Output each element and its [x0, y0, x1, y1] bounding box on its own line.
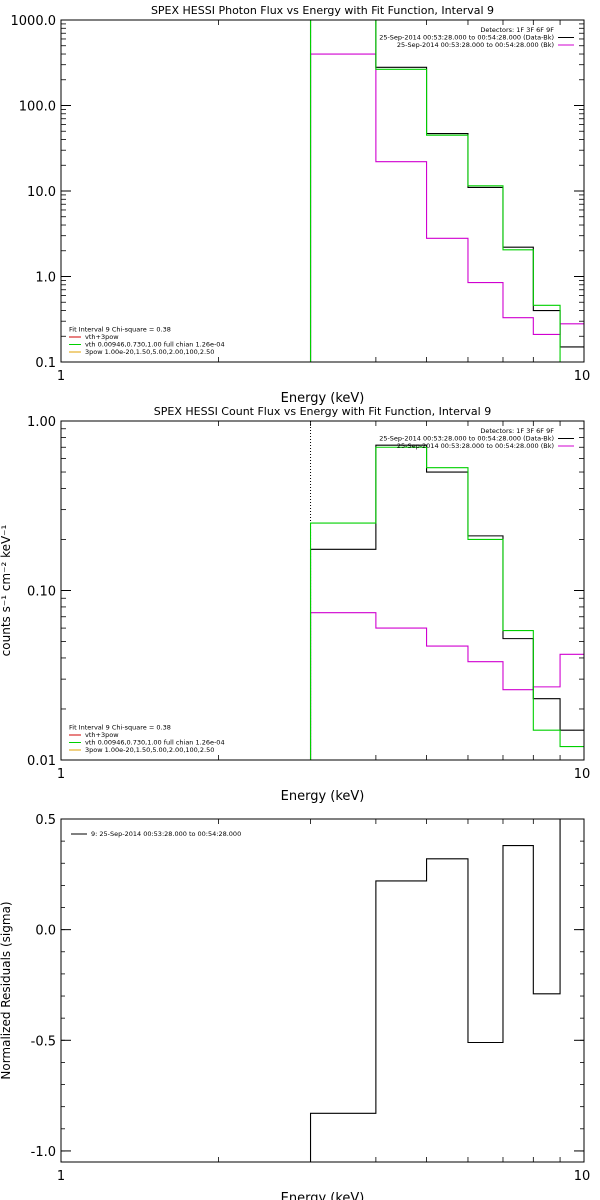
- y-tick-label: -0.5: [31, 1034, 56, 1049]
- legend-entry: Fit Interval 9 Chi-square = 0.38: [69, 326, 171, 334]
- legend-entry: 25-Sep-2014 00:53:28.000 to 00:54:28.000…: [379, 34, 554, 42]
- legend-entry: Detectors: 1F 3F 6F 9F: [480, 427, 554, 435]
- legend-entry: vth 0.00946,0.730,1.00 full chian 1.26e-…: [85, 739, 225, 747]
- plot-frame: [60, 19, 585, 363]
- x-axis-label: Energy (keV): [281, 391, 365, 406]
- y-axis-label: counts s⁻¹ cm⁻² keV⁻¹: [0, 524, 13, 656]
- y-tick-label: 0.1: [35, 356, 56, 371]
- y-tick-label: -1.0: [31, 1145, 56, 1160]
- x-axis-label: Energy (keV): [281, 1191, 365, 1200]
- legend-bottom: Fit Interval 9 Chi-square = 0.38vth+3pow…: [69, 326, 225, 356]
- legend-bottom: Fit Interval 9 Chi-square = 0.38vth+3pow…: [69, 724, 225, 754]
- x-tick-label: 1: [57, 767, 65, 782]
- plot-area: [309, 20, 584, 362]
- x-tick-label: 10: [574, 1169, 591, 1184]
- series-line-0: [309, 20, 584, 362]
- series-line-0: [309, 444, 584, 760]
- legend-entry: Fit Interval 9 Chi-square = 0.38: [69, 724, 171, 732]
- plot-area: [309, 819, 584, 1162]
- series-line-1: [309, 53, 584, 362]
- series-line-0: [309, 819, 584, 1162]
- legend-top: 9: 25-Sep-2014 00:53:28.000 to 00:54:28.…: [71, 830, 241, 838]
- legend-entry: Detectors: 1F 3F 6F 9F: [480, 26, 554, 34]
- y-tick-label: 0.5: [35, 813, 56, 828]
- legend-entry: 3pow 1.00e-20,1.50,5.00,2.00,100,2.50: [85, 746, 214, 754]
- y-tick-label: 10.0: [27, 185, 56, 200]
- y-axis-label: Normalized Residuals (sigma): [0, 901, 13, 1079]
- x-tick-label: 1: [57, 1169, 65, 1184]
- series-line-2: [309, 446, 584, 760]
- legend-entry: 9: 25-Sep-2014 00:53:28.000 to 00:54:28.…: [91, 830, 241, 838]
- x-tick-label: 10: [574, 767, 591, 782]
- legend-entry: vth+3pow: [85, 333, 119, 341]
- series-line-1: [309, 612, 584, 760]
- y-tick-label: 0.01: [27, 754, 56, 769]
- y-tick-label: 1.0: [35, 271, 56, 286]
- legend-entry: 3pow 1.00e-20,1.50,5.00,2.00,100,2.50: [85, 348, 214, 356]
- x-tick-label: 1: [57, 369, 65, 384]
- x-tick-label: 10: [574, 369, 591, 384]
- legend-entry: 25-Sep-2014 00:53:28.000 to 00:54:28.000…: [397, 442, 554, 450]
- plot-frame: [60, 420, 585, 761]
- plot-area: [309, 421, 584, 760]
- legend-entry: vth 0.00946,0.730,1.00 full chian 1.26e-…: [85, 341, 225, 349]
- plot-frame: [60, 818, 585, 1163]
- y-tick-label: 1.00: [27, 415, 56, 430]
- panel-3: Energy (keV) Normalized Residuals (sigma)…: [0, 813, 590, 1200]
- y-tick-label: 1000.0: [11, 14, 57, 29]
- chart-title: SPEX HESSI Count Flux vs Energy with Fit…: [154, 405, 491, 418]
- legend-entry: 25-Sep-2014 00:53:28.000 to 00:54:28.000…: [397, 41, 554, 49]
- chart-title: SPEX HESSI Photon Flux vs Energy with Fi…: [151, 4, 494, 17]
- y-tick-label: 0.10: [27, 585, 56, 600]
- series-line-2: [309, 20, 584, 362]
- legend-entry: 25-Sep-2014 00:53:28.000 to 00:54:28.000…: [379, 435, 554, 443]
- y-tick-label: 100.0: [19, 100, 56, 115]
- legend-entry: vth+3pow: [85, 731, 119, 739]
- panel-1: SPEX HESSI Photon Flux vs Energy with Fi…: [11, 4, 591, 406]
- y-tick-label: 0.0: [35, 924, 56, 939]
- panel-2: SPEX HESSI Count Flux vs Energy with Fit…: [0, 405, 590, 804]
- x-axis-label: Energy (keV): [281, 789, 365, 804]
